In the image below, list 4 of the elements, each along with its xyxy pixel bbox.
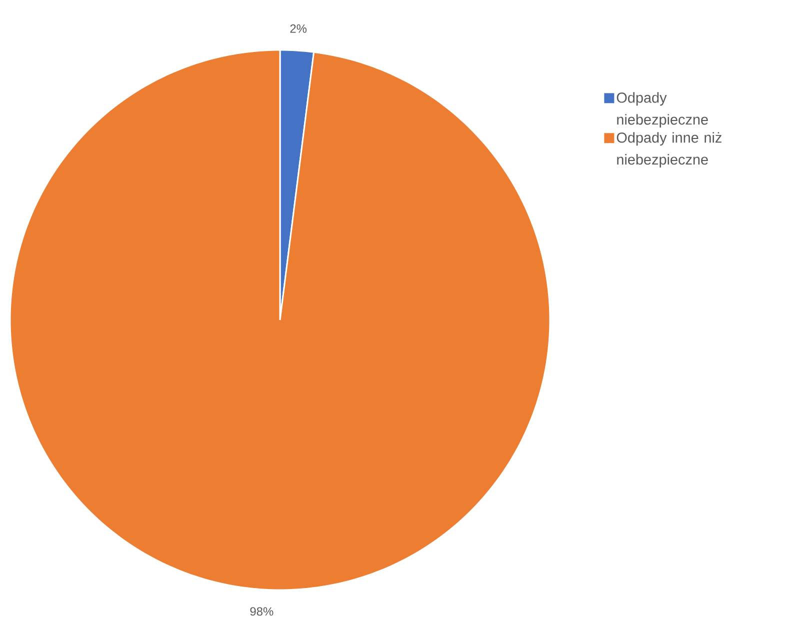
legend-label: Odpady inne niż niebezpieczne [616,132,722,168]
data-label: 98% [250,607,274,616]
legend-label: Odpady niebezpieczne [616,92,708,128]
data-label: 2% [290,24,307,33]
